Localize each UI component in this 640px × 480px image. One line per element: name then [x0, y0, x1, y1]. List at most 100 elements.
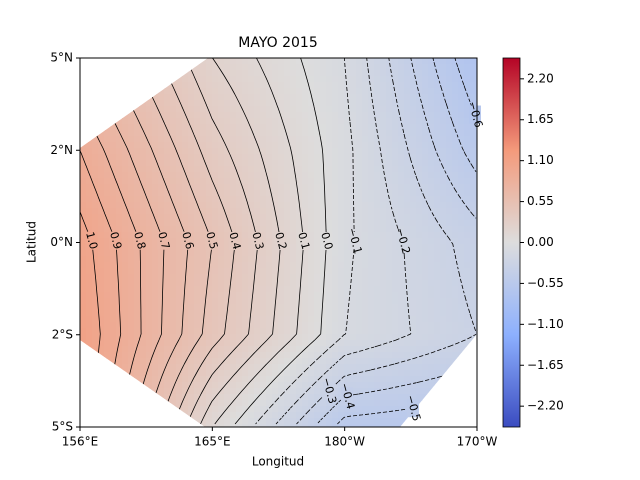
field-cell	[284, 130, 291, 137]
field-cell	[284, 64, 291, 71]
field-cell	[122, 262, 129, 269]
field-cell	[224, 76, 231, 83]
field-cell	[308, 190, 315, 197]
field-cell	[164, 58, 171, 65]
field-cell	[110, 346, 117, 353]
field-cell	[128, 328, 135, 335]
field-cell	[206, 316, 213, 323]
field-cell	[386, 334, 393, 341]
field-cell	[284, 166, 291, 173]
field-cell	[272, 100, 279, 107]
field-cell	[218, 358, 225, 365]
field-cell	[326, 280, 333, 287]
field-cell	[416, 166, 423, 173]
field-cell	[260, 64, 267, 71]
field-cell	[248, 292, 255, 299]
field-cell	[356, 196, 363, 203]
field-cell	[266, 100, 273, 107]
field-cell	[194, 364, 201, 371]
field-cell	[242, 208, 249, 215]
field-cell	[446, 358, 453, 365]
field-cell	[374, 424, 381, 427]
field-cell	[200, 232, 207, 239]
field-cell	[116, 124, 123, 131]
field-cell	[368, 208, 375, 215]
field-cell	[344, 412, 351, 419]
field-cell	[278, 340, 285, 347]
field-cell	[278, 172, 285, 179]
field-cell	[434, 244, 441, 251]
field-cell	[200, 160, 207, 167]
field-cell	[200, 286, 207, 293]
field-cell	[140, 286, 147, 293]
field-cell	[458, 94, 465, 101]
field-cell	[338, 256, 345, 263]
chart-title: MAYO 2015	[238, 35, 317, 51]
field-cell	[470, 58, 477, 65]
field-cell	[230, 364, 237, 371]
field-cell	[128, 250, 135, 257]
field-cell	[206, 382, 213, 389]
field-cell	[386, 184, 393, 191]
field-cell	[458, 160, 465, 167]
field-cell	[218, 310, 225, 317]
field-cell	[92, 154, 99, 161]
contour-label-bg	[468, 105, 481, 124]
field-cell	[332, 100, 339, 107]
field-cell	[446, 310, 453, 317]
field-cell	[218, 352, 225, 359]
field-cell	[416, 82, 423, 89]
field-cell	[422, 376, 429, 383]
field-cell	[266, 232, 273, 239]
field-cell	[374, 136, 381, 143]
field-cell	[386, 280, 393, 287]
field-cell	[326, 418, 333, 425]
field-cell	[320, 202, 327, 209]
field-cell	[452, 394, 459, 401]
field-cell	[278, 94, 285, 101]
field-cell	[410, 208, 417, 215]
field-cell	[116, 340, 123, 347]
field-cell	[170, 190, 177, 197]
field-cell	[374, 268, 381, 275]
field-cell	[218, 256, 225, 263]
field-cell	[350, 358, 357, 365]
field-cell	[122, 316, 129, 323]
field-cell	[80, 274, 87, 281]
field-cell	[392, 58, 399, 65]
field-cell	[104, 202, 111, 209]
field-cell	[176, 286, 183, 293]
field-cell	[362, 148, 369, 155]
field-cell	[176, 340, 183, 347]
field-cell	[362, 88, 369, 95]
field-cell	[464, 310, 471, 317]
field-cell	[326, 406, 333, 413]
field-cell	[428, 196, 435, 203]
field-cell	[434, 94, 441, 101]
field-cell	[86, 280, 93, 287]
field-cell	[158, 394, 165, 401]
field-cell	[470, 94, 477, 101]
field-cell	[266, 424, 273, 427]
field-cell	[464, 148, 471, 155]
field-cell	[278, 136, 285, 143]
field-cell	[290, 412, 297, 419]
field-cell	[254, 322, 261, 329]
field-cell	[434, 412, 441, 419]
field-cell	[176, 166, 183, 173]
field-cell	[194, 238, 201, 245]
field-cell	[332, 280, 339, 287]
field-cell	[116, 274, 123, 281]
field-cell	[176, 370, 183, 377]
field-cell	[368, 94, 375, 101]
field-cell	[398, 340, 405, 347]
field-cell	[128, 400, 135, 407]
field-cell	[290, 340, 297, 347]
field-cell	[104, 232, 111, 239]
field-cell	[410, 250, 417, 257]
field-cell	[92, 262, 99, 269]
field-cell	[392, 376, 399, 383]
field-cell	[242, 328, 249, 335]
field-cell	[338, 376, 345, 383]
field-cell	[350, 334, 357, 341]
